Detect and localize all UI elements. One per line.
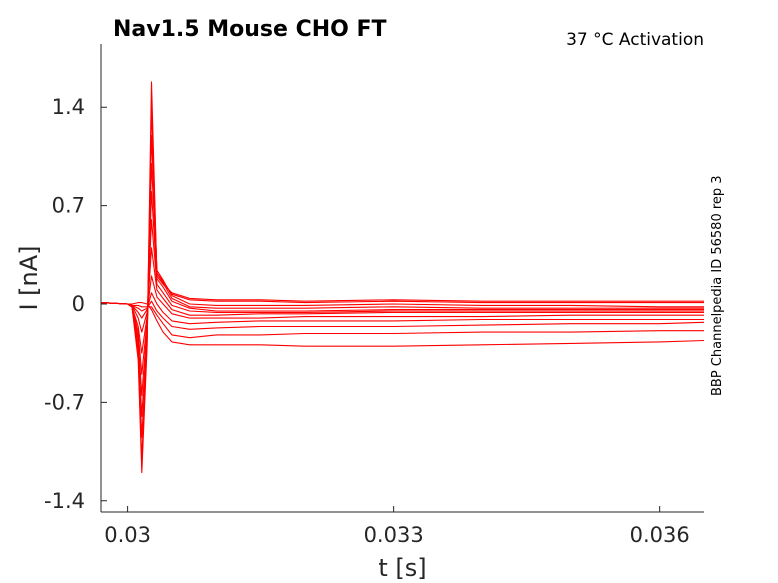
y-tick-label: -0.7 <box>44 390 85 414</box>
y-tick-label: 0 <box>72 292 85 316</box>
series-line-12 <box>100 302 705 347</box>
series-line-9 <box>100 292 704 325</box>
trace-group <box>100 81 705 474</box>
series-line-6 <box>100 219 704 375</box>
y-tick-label: 0.7 <box>52 194 85 218</box>
series-line-7 <box>100 247 704 354</box>
series-line-2 <box>100 106 704 460</box>
series-line-8 <box>100 275 704 333</box>
series-line-1 <box>100 81 704 474</box>
y-tick-label: 1.4 <box>52 95 85 119</box>
chart-title: Nav1.5 Mouse CHO FT <box>113 17 387 42</box>
series-line-3 <box>100 134 704 439</box>
series-line-10 <box>100 300 705 330</box>
axes-group: 1.4 0.7 0 -0.7 -1.4 0.03 0.033 0.036 t [s] I [nA] <box>15 44 704 582</box>
series-line-5 <box>100 191 704 396</box>
y-axis-label: I [nA] <box>15 245 43 310</box>
x-tick-label: 0.033 <box>364 523 424 547</box>
series-line-11 <box>100 302 704 339</box>
x-tick-label: 0.036 <box>630 523 690 547</box>
y-tick-label: -1.4 <box>44 489 85 513</box>
x-axis-label: t [s] <box>378 554 426 582</box>
side-note: BBP Channelpedia ID 56580 rep 3 <box>710 175 725 396</box>
chart-subtitle: 37 °C Activation <box>566 30 704 50</box>
x-tick-label: 0.03 <box>104 523 151 547</box>
series-line-4 <box>100 162 704 417</box>
